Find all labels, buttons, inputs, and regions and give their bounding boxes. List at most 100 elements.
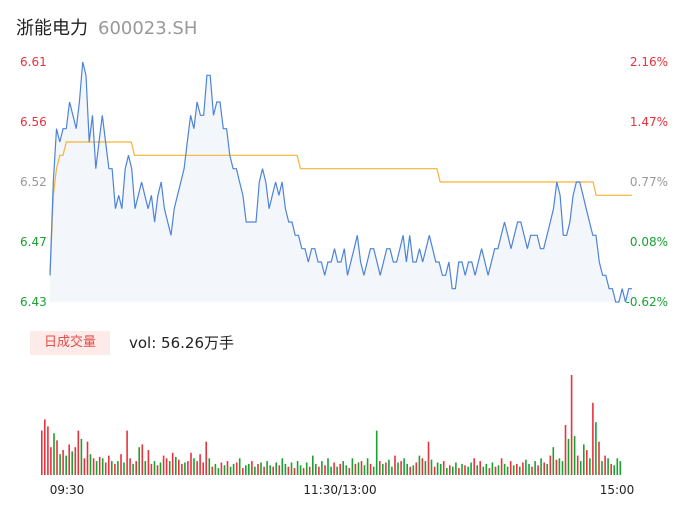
volume-bar [415, 462, 418, 475]
y-axis-left: 6.61 6.56 6.52 6.47 6.43 [20, 55, 47, 309]
stock-code: 600023.SH [98, 18, 198, 39]
price-area-fill [50, 62, 632, 302]
y-tick-left-4: 6.43 [20, 295, 47, 309]
volume-bar [458, 468, 460, 475]
volume-bar [62, 450, 64, 475]
volume-bar [312, 455, 314, 475]
volume-bar [336, 466, 338, 475]
y-tick-right-1: 1.47% [630, 115, 668, 129]
volume-bar [305, 462, 308, 475]
volume-bar [141, 444, 144, 475]
volume-bar [345, 465, 348, 475]
volume-bar [98, 456, 101, 475]
volume-bar [564, 425, 567, 475]
volume-bar [324, 465, 326, 475]
volume-bar [567, 438, 570, 475]
volume-bar [238, 458, 241, 475]
volume-bar [375, 430, 378, 475]
volume-bar [65, 455, 67, 475]
volume-bar [44, 419, 46, 475]
volume-bar [503, 463, 506, 475]
volume-bar [272, 466, 274, 475]
y-tick-right-4: -0.62% [626, 295, 668, 309]
volume-bar [595, 422, 597, 475]
volume-bar [184, 462, 186, 475]
volume-bar [394, 455, 396, 475]
volume-bar [162, 455, 165, 475]
price-area [50, 62, 632, 302]
volume-bar [132, 463, 134, 475]
volume-bar [439, 463, 442, 475]
volume-bar [235, 462, 238, 475]
volume-bar [342, 461, 344, 475]
volume-bar [446, 468, 448, 475]
volume-bar [516, 463, 518, 475]
volume-bar [540, 458, 542, 475]
volume-bar [427, 441, 430, 475]
volume-bar [242, 468, 244, 475]
volume-bar [476, 465, 478, 475]
volume-bar [196, 461, 198, 475]
volume-bar [561, 461, 564, 475]
volume-bar [491, 462, 494, 475]
volume-bar [293, 468, 296, 475]
volume-bar [232, 463, 235, 475]
volume-bar [552, 447, 555, 475]
volume-bar [68, 444, 70, 475]
average-price-line [49, 141, 632, 276]
volume-bar [278, 465, 281, 475]
volume-bar [211, 466, 214, 475]
volume-bar [171, 452, 174, 475]
volume-bar [47, 426, 49, 475]
volume-bar [464, 465, 466, 475]
volume-bar [86, 441, 89, 475]
volume-bar [534, 461, 536, 475]
volume-bar [123, 462, 125, 475]
volume-bar [598, 441, 600, 475]
volume-bar [366, 458, 369, 475]
volume-bar [175, 456, 177, 475]
volume-bar [251, 461, 253, 475]
volume-bar [357, 462, 360, 475]
volume-bar [330, 466, 332, 475]
volume-bar [71, 451, 73, 475]
volume-bar [583, 444, 585, 475]
volume-bar [418, 455, 421, 475]
y-tick-left-1: 6.56 [20, 115, 47, 129]
volume-bar [321, 461, 323, 475]
volume-bar [494, 466, 497, 475]
y-tick-right-0: 2.16% [630, 55, 668, 69]
volume-bar [108, 455, 110, 475]
volume-bar [193, 458, 195, 475]
volume-bar [379, 461, 381, 475]
volume-value: 56.26万手 [161, 334, 234, 352]
volume-bar [613, 465, 615, 475]
volume-bar [570, 375, 573, 475]
volume-bar [95, 461, 98, 475]
volume-bar [74, 447, 77, 475]
volume-readout: vol: 56.26万手 [129, 332, 234, 353]
volume-bar [220, 462, 223, 475]
volume-bar [616, 458, 619, 475]
volume-bar [229, 466, 232, 475]
volume-bar [470, 462, 472, 475]
y-axis-right: 2.16% 1.47% 0.77% 0.08% -0.62% [626, 55, 668, 309]
x-tick-2: 15:00 [600, 483, 635, 497]
volume-bar [592, 402, 594, 475]
volume-bar [217, 468, 220, 475]
price-line [49, 61, 632, 303]
volume-bar [433, 466, 436, 475]
volume-bar [537, 465, 539, 475]
volume-badge[interactable]: 日成交量 [30, 331, 110, 355]
volume-bar [385, 462, 387, 475]
x-tick-1: 11:30/13:00 [303, 483, 376, 497]
title-row: 浙能电力 600023.SH [16, 14, 198, 39]
volume-bar [339, 463, 341, 475]
volume-prefix: vol: [129, 334, 162, 352]
volume-bar [254, 466, 256, 475]
y-tick-left-2: 6.52 [20, 175, 47, 189]
volume-bar [348, 468, 351, 475]
volume-bar [168, 461, 171, 475]
volume-bar [223, 465, 226, 475]
